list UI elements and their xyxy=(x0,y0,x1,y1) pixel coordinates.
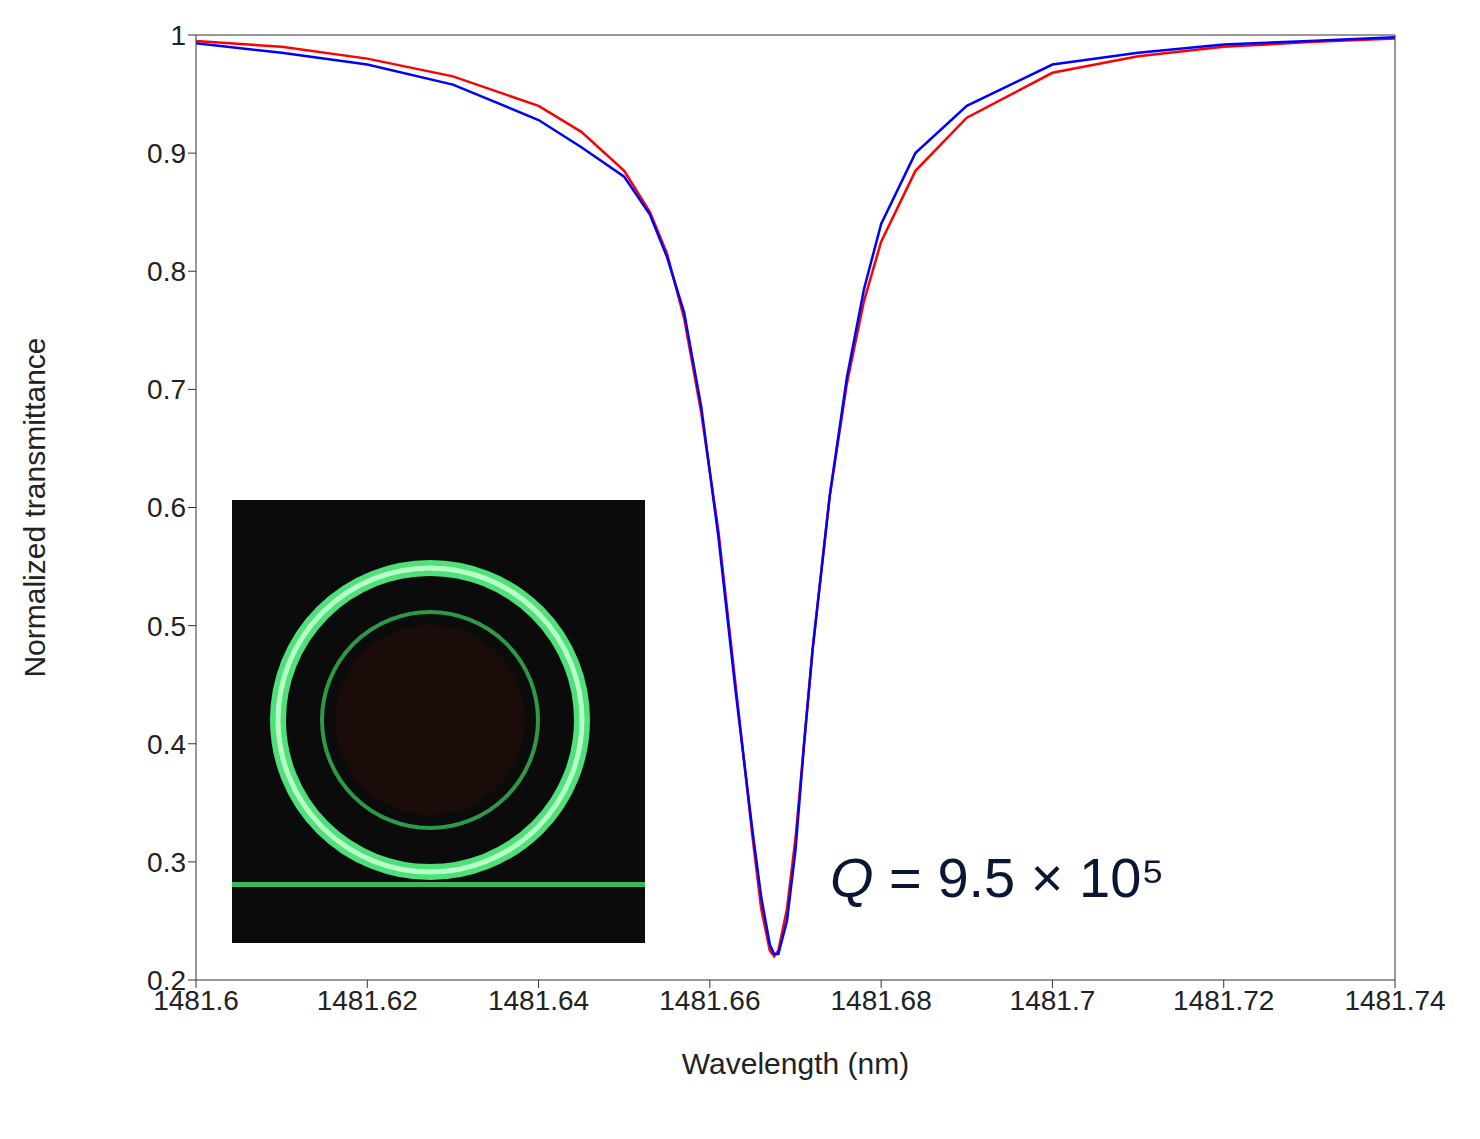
svg-text:0.6: 0.6 xyxy=(147,492,186,523)
svg-text:0.7: 0.7 xyxy=(147,374,186,405)
svg-text:0.9: 0.9 xyxy=(147,138,186,169)
svg-text:0.5: 0.5 xyxy=(147,611,186,642)
svg-text:1481.7: 1481.7 xyxy=(1010,985,1096,1016)
svg-text:1481.62: 1481.62 xyxy=(317,985,418,1016)
svg-text:Wavelength (nm): Wavelength (nm) xyxy=(682,1047,909,1080)
svg-text:1481.6: 1481.6 xyxy=(153,984,239,1016)
svg-text:1481.68: 1481.68 xyxy=(831,985,932,1016)
svg-text:0.2: 0.2 xyxy=(147,965,186,996)
svg-text:1481.64: 1481.64 xyxy=(488,985,589,1016)
svg-text:1: 1 xyxy=(170,20,186,51)
html-text:Q = 9.5 × 10⁵: Q = 9.5 × 10⁵ xyxy=(830,846,1165,909)
svg-text:1481.72: 1481.72 xyxy=(1173,985,1274,1016)
svg-text:0.3: 0.3 xyxy=(147,847,186,878)
svg-text:0.4: 0.4 xyxy=(147,729,186,760)
svg-text:1481.74: 1481.74 xyxy=(1344,985,1445,1016)
svg-text:Normalized transmittance: Normalized transmittance xyxy=(18,337,51,677)
svg-text:1481.66: 1481.66 xyxy=(659,985,760,1016)
svg-text:0.8: 0.8 xyxy=(147,256,186,287)
